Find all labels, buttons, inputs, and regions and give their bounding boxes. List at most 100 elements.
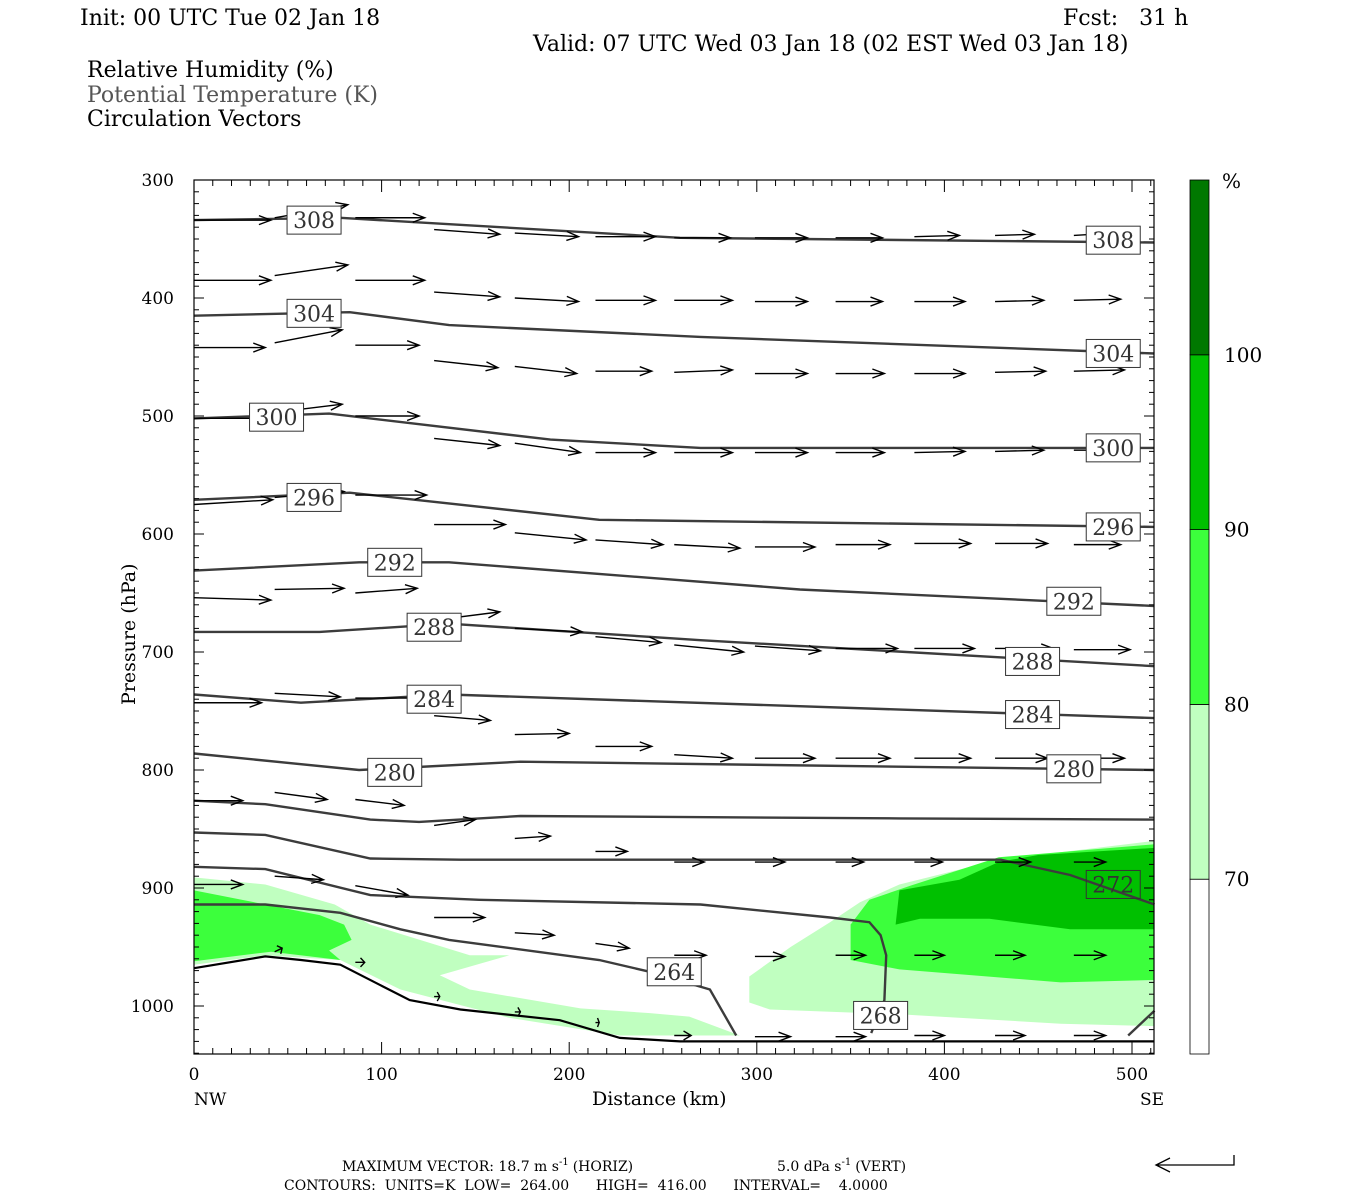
y-axis-label: Pressure (hPa) (118, 563, 140, 705)
isentrope-label-box (367, 757, 423, 787)
wind-vector (995, 753, 1050, 764)
rh-area-80 (194, 890, 352, 962)
wind-vector (595, 447, 658, 458)
wind-vector (674, 447, 735, 458)
isentrope-label-box (1005, 646, 1061, 676)
isentrope-labels: 308 308 304 304 300 300 296 296 292 292 288 288 284 2… (249, 205, 1141, 1030)
y-tick-labels: 300 400 500 600 700 800 900 1000 (131, 171, 174, 1017)
wind-vector (514, 295, 581, 307)
wind-vector (1073, 644, 1133, 655)
isentrope-label: 268 (860, 1004, 902, 1029)
wind-vector (1073, 1030, 1108, 1041)
wind-vector (595, 1017, 600, 1028)
wind-vector (595, 295, 658, 306)
wind-vector (835, 950, 868, 961)
wind-vector (995, 295, 1046, 306)
wind-vector (595, 538, 665, 549)
wind-vector (835, 296, 885, 307)
colorbar-bin (1189, 179, 1210, 356)
wind-vector (995, 229, 1037, 240)
wind-vector (514, 1007, 522, 1017)
colorbar-bin (1189, 704, 1210, 880)
isentrope-label: 304 (293, 302, 335, 327)
wind-vector (1073, 539, 1123, 550)
terrain-line (193, 955, 1155, 1043)
wind-vector (595, 231, 658, 242)
wind-vector (274, 583, 347, 594)
y-tick-label: 500 (142, 407, 174, 427)
x-tick-label: 400 (928, 1065, 960, 1085)
wind-vector (914, 538, 973, 549)
isentrope-268 (193, 865, 888, 1034)
wind-vector (914, 368, 968, 379)
contours-info: CONTOURS: UNITS=K LOW= 264.00 HIGH= 416.… (284, 1178, 888, 1194)
isentrope-label: 288 (1012, 650, 1054, 675)
wind-vector (434, 519, 508, 530)
y-tick-label: 300 (142, 171, 174, 191)
wind-vector (754, 541, 817, 553)
isentrope-label: 292 (374, 551, 416, 576)
wind-vector (835, 643, 900, 654)
wind-vector (595, 941, 632, 952)
max-vector-text: MAXIMUM VECTOR: 18.7 m s-1 (HORIZ) (342, 1157, 633, 1175)
wind-vector (514, 230, 581, 242)
wind-vector (274, 873, 326, 885)
rh-shading (194, 840, 1155, 1036)
isentrope-272 (193, 831, 1155, 906)
x-right-label: SE (1140, 1090, 1164, 1110)
x-tick-label: 100 (365, 1065, 397, 1085)
isentrope-label-box (367, 547, 423, 577)
wind-vector (193, 594, 273, 605)
isentrope-label-box (1085, 338, 1141, 368)
wind-vector (194, 879, 245, 890)
colorbar-label: 100 (1224, 343, 1262, 367)
wind-vector (434, 437, 502, 450)
isentrope-label-box (1005, 700, 1061, 730)
wind-vector (754, 232, 810, 243)
wind-vector (835, 1031, 868, 1042)
wind-vector (355, 212, 427, 223)
colorbar: 70 80 90 100 (1189, 179, 1262, 1055)
valid-time: Valid: 07 UTC Wed 03 Jan 18 (02 EST Wed … (532, 32, 1129, 57)
wind-vector (754, 753, 817, 764)
wind-vector (194, 214, 273, 226)
wind-vector (193, 495, 275, 506)
wind-vector (434, 228, 502, 239)
init-time: Init: 00 UTC Tue 02 Jan 18 (80, 6, 380, 31)
isentrope-label-box (286, 298, 342, 328)
wind-vector (674, 752, 735, 763)
isentrope-label-box (1085, 869, 1141, 899)
x-axis-label: Distance (km) (592, 1088, 727, 1110)
wind-vector (914, 856, 945, 868)
wind-vector (355, 884, 410, 899)
axis-ticks (193, 179, 1154, 1054)
isentrope-label-box (406, 612, 462, 642)
wind-vector (674, 856, 707, 868)
colorbar-bin (1189, 529, 1210, 705)
wind-vector (355, 798, 407, 810)
isentrope-300 (193, 412, 1155, 450)
wind-vector (355, 275, 427, 286)
field-theta-title: Potential Temperature (K) (87, 83, 378, 108)
wind-vector (194, 697, 264, 708)
wind-vector (995, 538, 1050, 549)
wind-vector (995, 366, 1048, 377)
wind-vector (835, 232, 885, 243)
wind-vector (514, 532, 589, 544)
isentrope-label: 296 (1092, 516, 1134, 541)
wind-vector (514, 442, 583, 457)
rh-area-70 (194, 877, 740, 1036)
field-rh-title: Relative Humidity (%) (87, 58, 334, 83)
y-tick-label: 1000 (131, 997, 174, 1017)
wind-vector (274, 327, 345, 344)
colorbar-label: 90 (1224, 518, 1249, 542)
wind-vector (194, 275, 273, 286)
x-tick-label: 0 (189, 1065, 200, 1085)
isentrope-label-box (1046, 586, 1102, 616)
wind-vector (434, 714, 493, 725)
wind-vector (514, 365, 579, 378)
isentrope-label: 284 (413, 688, 455, 713)
isentrope-label-box (249, 402, 305, 432)
reference-vector-icon (1154, 1155, 1235, 1173)
isentrope-label-box (853, 1000, 909, 1030)
